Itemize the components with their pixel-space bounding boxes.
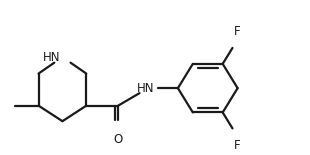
Text: O: O [113,133,123,146]
Text: F: F [234,139,241,152]
Text: HN: HN [137,82,155,95]
Text: F: F [234,25,241,38]
Text: HN: HN [43,51,60,64]
